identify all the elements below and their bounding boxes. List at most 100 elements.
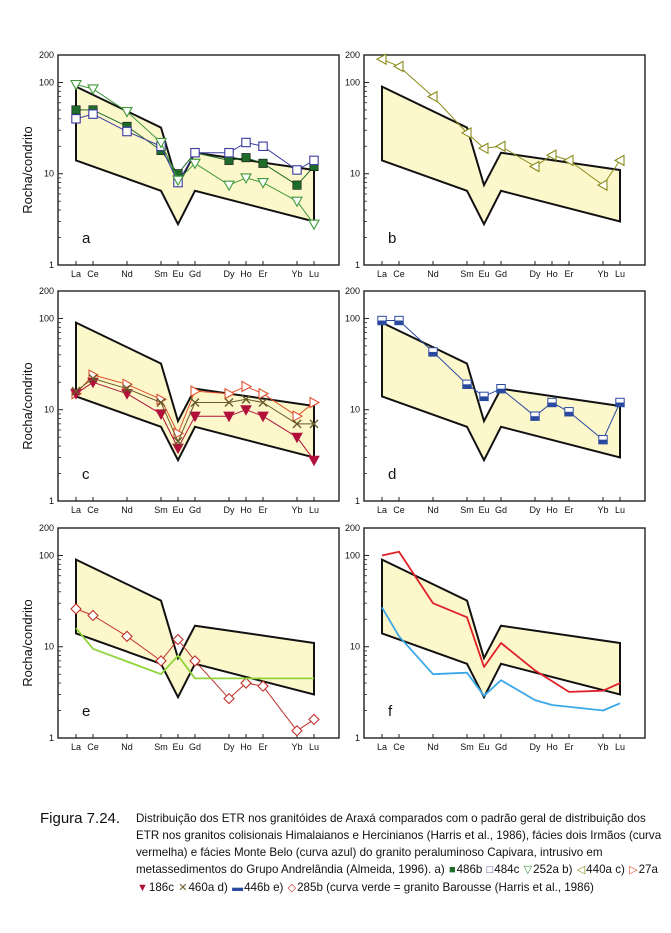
panel-letter: d <box>388 466 396 483</box>
x-tick-label: La <box>71 505 81 515</box>
data-point-triangle-down <box>155 137 167 149</box>
y-tick-label: 10 <box>44 642 54 652</box>
caption-green-curve-note: (curva verde = granito Barousse (Harris … <box>326 881 594 894</box>
panel-e: 1 10 100 200 La Ce Nd Sm Eu Gd Dy Ho Er Yb Lu Rocha/con… <box>20 523 340 752</box>
data-point-diamond <box>189 655 201 667</box>
data-point-cross <box>292 419 302 429</box>
panel-letter: b <box>388 230 396 247</box>
x-tick-label: Dy <box>224 505 235 515</box>
data-point-open-square <box>88 109 98 119</box>
y-axis-label: Rocha/condrito <box>20 126 35 213</box>
x-tick-label: Gd <box>189 742 201 752</box>
x-tick-label: Yb <box>597 505 608 515</box>
panel-a: 1 10 100 200 La Ce Nd Sm Eu Gd Dy Ho Er Yb Lu Rocha/con… <box>20 50 340 279</box>
data-point-open-square <box>258 141 268 152</box>
data-point-triangle-right <box>241 380 253 393</box>
x-tick-label: La <box>377 269 387 279</box>
legend-486b: 486b <box>456 863 483 876</box>
data-point-triangle-down <box>240 173 252 185</box>
data-point-triangle-down <box>70 79 82 91</box>
legend-285b: 285b <box>297 881 323 894</box>
data-point-diamond <box>87 609 99 622</box>
filled-square-icon: ■ <box>448 864 456 876</box>
panel-letter: c <box>82 466 90 483</box>
y-tick-label: 10 <box>350 642 360 652</box>
data-point-diamond <box>121 630 133 643</box>
y-tick-label: 10 <box>44 405 54 415</box>
data-point-triangle-right <box>190 385 202 398</box>
x-tick-label: Eu <box>478 742 489 752</box>
x-tick-label: Yb <box>597 742 608 752</box>
y-tick-label: 200 <box>345 50 360 60</box>
data-point-triangle-left <box>392 60 404 73</box>
data-point-triangle-right <box>258 387 270 400</box>
data-point-triangle-down <box>87 84 99 96</box>
x-tick-label: Ce <box>393 269 405 279</box>
data-point-half-fill <box>547 402 557 407</box>
x-tick-label: Ce <box>87 269 99 279</box>
x-tick-label: La <box>71 742 81 752</box>
caption-b-label: b) <box>562 863 573 876</box>
data-point-open-square <box>224 147 234 158</box>
x-tick-label: Sm <box>154 505 168 515</box>
data-point-filled-triangle-down <box>257 411 269 423</box>
x-tick-label: Gd <box>189 269 201 279</box>
data-point-square <box>258 158 268 168</box>
x-tick-label: Sm <box>460 505 474 515</box>
x-tick-label: Yb <box>291 269 302 279</box>
collisional-granite-envelope <box>381 558 621 700</box>
data-point-triangle-left <box>613 154 625 167</box>
x-tick-label: Sm <box>460 269 474 279</box>
x-tick-label: Lu <box>615 742 625 752</box>
data-point-diamond <box>223 692 235 705</box>
triangle-right-icon: ▷ <box>629 864 638 876</box>
data-point-diamond <box>172 633 184 646</box>
data-point-square <box>292 180 302 190</box>
data-point-square <box>224 155 234 165</box>
data-point-cross <box>122 384 132 394</box>
y-axis-label: Rocha/condrito <box>20 362 35 449</box>
x-tick-label: Nd <box>427 269 439 279</box>
data-point-filled-triangle-down <box>189 411 201 423</box>
data-point-cross <box>88 373 98 383</box>
legend-252a: 252a <box>533 863 559 876</box>
data-point-diamond <box>70 603 82 615</box>
data-point-open-square <box>241 137 251 148</box>
x-tick-label: Yb <box>597 269 608 279</box>
y-tick-label: 200 <box>39 523 54 533</box>
data-point-triangle-left <box>545 149 557 162</box>
data-point-triangle-left <box>562 154 574 167</box>
x-tick-label: Nd <box>121 505 133 515</box>
x-tick-label: Ho <box>546 742 558 752</box>
legend-446b: 446b <box>244 881 270 894</box>
data-point-diamond <box>155 655 167 667</box>
x-tick-label: Ho <box>546 505 558 515</box>
y-tick-label: 200 <box>345 286 360 296</box>
x-tick-label: Eu <box>478 269 489 279</box>
data-point-triangle-right <box>309 396 321 409</box>
data-point-half-fill <box>530 416 540 421</box>
y-tick-label: 10 <box>350 405 360 415</box>
x-tick-label: Ho <box>546 269 558 279</box>
data-point-triangle-down <box>189 158 201 170</box>
data-point-filled-triangle-down <box>172 443 184 455</box>
caption-c-label: c) <box>615 863 625 876</box>
y-tick-label: 1 <box>49 260 54 270</box>
data-point-square <box>71 105 81 115</box>
triangle-left-icon: ◁ <box>576 864 586 876</box>
diamond-icon: ◇ <box>287 882 297 894</box>
data-point-triangle-left <box>494 140 506 153</box>
data-point-square <box>241 153 251 163</box>
ree-diagram-figure: 1 10 100 200 La Ce Nd Sm Eu Gd Dy Ho Er Yb Lu Rocha/con… <box>20 50 646 752</box>
data-point-diamond <box>240 677 252 689</box>
data-point-cross <box>241 394 251 404</box>
x-tick-label: Er <box>565 742 574 752</box>
legend-186c: 186c <box>148 881 175 894</box>
legend-27a: 27a <box>638 863 658 876</box>
x-tick-label: Ce <box>87 742 99 752</box>
series-line <box>381 606 621 712</box>
y-tick-label: 10 <box>350 169 360 179</box>
x-tick-label: Eu <box>172 505 183 515</box>
data-point-cross <box>173 436 183 446</box>
data-point-triangle-down <box>223 180 235 192</box>
